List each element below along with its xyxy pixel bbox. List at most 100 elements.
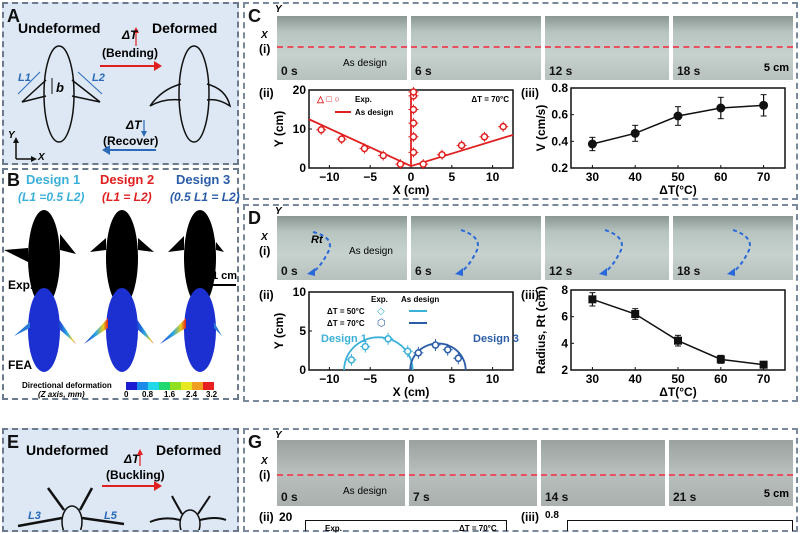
- rt-label: Rt: [311, 234, 323, 246]
- panel-label: C: [248, 6, 261, 26]
- deformed-title: Deformed: [156, 442, 222, 458]
- sub-ii: (ii): [259, 86, 274, 100]
- data-point: [674, 336, 682, 345]
- series-line: [592, 298, 764, 366]
- legend-exp: Exp.: [355, 95, 372, 104]
- legend-head-design: As design: [401, 295, 439, 304]
- data-point: [587, 139, 597, 149]
- x-tick-label: 70: [757, 372, 771, 386]
- axis-y: Y: [275, 206, 282, 217]
- sub-i: (i): [259, 244, 271, 258]
- x-tick-label: −10: [319, 372, 340, 386]
- y-tick-label: 20: [293, 83, 307, 97]
- panel-label: G: [248, 432, 263, 452]
- cb-tick: 0: [124, 390, 129, 399]
- chart-d-iii: 30 40 50 60 70 2 4 6 8 ΔT(°C) Radius, Rt (cm): [534, 283, 786, 399]
- axis-x: X: [261, 232, 268, 243]
- exp-label: Exp.: [8, 278, 34, 292]
- panel-label: B: [7, 170, 20, 190]
- fin-right: [71, 79, 101, 103]
- x-tick-label: 10: [486, 372, 500, 386]
- panel-label: E: [7, 432, 20, 452]
- axis-x: X: [261, 456, 268, 467]
- axis-y: Y: [275, 430, 282, 441]
- x-tick-label: 60: [714, 372, 728, 386]
- fea-shape-3: [160, 288, 222, 372]
- data-point: [347, 356, 356, 364]
- panel-label: A: [7, 6, 20, 26]
- data-point: [414, 349, 423, 357]
- panel-a: A Undeformed Deformed ΔT (Bending) ΔT (R…: [2, 2, 239, 165]
- x-tick-label: 50: [671, 170, 685, 184]
- exp-shape-1: [4, 210, 76, 306]
- x-tick-label: 30: [586, 372, 600, 386]
- x-tick-label: −5: [363, 372, 377, 386]
- y-axis-label: Y (cm): [272, 313, 286, 349]
- x-tick-label: 60: [714, 170, 728, 184]
- frame-1: 6 s: [411, 16, 541, 80]
- x-tick-label: 50: [671, 372, 685, 386]
- panel-e: E Undeformed Deformed ΔT (Buckling) L3 L…: [2, 428, 239, 532]
- x-axis-label: ΔT(°C): [659, 385, 696, 399]
- y-tick-label: 0.8: [551, 81, 568, 95]
- fin-left: [21, 79, 47, 103]
- b-label: b: [56, 80, 64, 95]
- design-3-title: Design 3: [176, 172, 231, 187]
- cb-tick: 0.8: [142, 390, 154, 399]
- fin-right-def: [206, 83, 232, 108]
- x-tick-label: 10: [486, 170, 500, 184]
- legend-50: ΔT = 50°C: [327, 307, 365, 316]
- y-tick-label: 0: [299, 161, 306, 175]
- data-point: [360, 144, 369, 153]
- fea-shape-2: [84, 288, 154, 372]
- data-point: [716, 355, 725, 364]
- frame-2: 14 s: [541, 440, 665, 506]
- y-tick-label: 6: [561, 310, 568, 324]
- y-tick-label: 0: [299, 363, 306, 377]
- legend-marker-70: ⬡: [377, 318, 386, 329]
- panel-b-shapes: [4, 210, 236, 390]
- x-tick-label: 0: [408, 170, 415, 184]
- undeformed-title: Undeformed: [26, 442, 109, 458]
- design-3-formula: (0.5 L1 = L2): [170, 190, 240, 204]
- data-point: [759, 100, 769, 110]
- dT-label: ΔT: [124, 452, 140, 466]
- ii-top: 20: [279, 510, 293, 524]
- data-point: [443, 345, 452, 354]
- recover-label: (Recover): [103, 134, 159, 148]
- arrow-down-icon: [141, 131, 147, 137]
- data-point: [673, 111, 683, 121]
- arrow-right-icon: [154, 61, 162, 71]
- panel-e-diagram: [17, 449, 227, 530]
- data-point: [431, 341, 440, 349]
- y-axis-label: V (cm/s): [534, 105, 548, 152]
- as-design: As design: [349, 246, 393, 257]
- frame-0: 0 s As design: [277, 440, 405, 506]
- cb-tick: 2.4: [186, 390, 198, 399]
- frame-0: 0 s As design: [277, 16, 407, 80]
- data-point: [409, 119, 418, 127]
- scale-label: 1 cm: [212, 270, 238, 282]
- y-tick-label: 4: [561, 336, 568, 350]
- annotation-design-1: Design 1: [321, 333, 367, 345]
- annotation-design-3: Design 3: [473, 333, 519, 345]
- x-tick-label: −10: [319, 170, 340, 184]
- arrow-left-icon: [102, 145, 110, 155]
- legend-70: ΔT = 70°C: [327, 319, 365, 328]
- y-tick-label: 2: [561, 363, 568, 377]
- body-deformed: [178, 45, 210, 143]
- buckling-label: (Buckling): [106, 468, 165, 482]
- x-tick-label: 5: [448, 372, 455, 386]
- x-axis-label: ΔT(°C): [659, 183, 696, 197]
- scale-label: 5 cm: [763, 62, 789, 74]
- y-axis-label: Y (cm): [272, 111, 286, 147]
- panel-label: D: [248, 208, 261, 228]
- sub-i: (i): [259, 42, 271, 56]
- frame-2: 12 s: [545, 16, 669, 80]
- data-point: [631, 310, 640, 318]
- panel-a-diagram: [13, 27, 232, 162]
- L2-label: L2: [92, 72, 105, 84]
- data-point: [438, 150, 446, 159]
- axis-y-label: Y: [8, 130, 15, 141]
